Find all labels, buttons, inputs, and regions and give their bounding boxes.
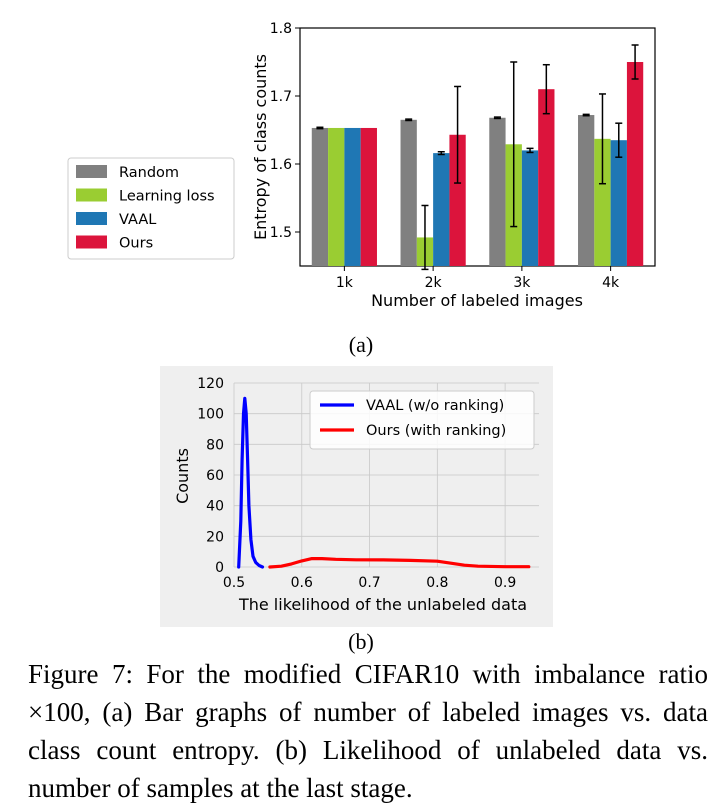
ytick-label-b-4: 80 (206, 437, 224, 453)
panel-a-bar-chart: 1.5 1.6 1.7 1.8 1k 2k 3k 4k Number of labeled … (67, 21, 656, 357)
xtick-label-b-4: 0.9 (494, 575, 516, 591)
plot-a-xlabel: Number of labeled images (371, 291, 583, 310)
legend-a-swatch-0 (76, 165, 107, 178)
panel-b-label: (b) (348, 629, 374, 654)
bar-2-1 (433, 153, 450, 266)
plot-a-legend: Random Learning loss VAAL Ours (67, 157, 235, 260)
xtick-label-a-3: 4k (602, 275, 620, 291)
ytick-label-b-0: 0 (215, 560, 224, 576)
plot-b-xlabel: The likelihood of the unlabeled data (238, 595, 527, 614)
ytick-label-a-3: 1.8 (270, 21, 292, 37)
bar-2-3 (610, 140, 627, 266)
legend-a-label-2: VAAL (119, 212, 156, 228)
ytick-label-b-5: 100 (197, 407, 224, 423)
panel-a-label: (a) (349, 332, 373, 357)
xtick-label-b-1: 0.6 (291, 575, 313, 591)
bar-2-2 (521, 150, 539, 266)
bar-0-0 (311, 127, 329, 267)
legend-a-swatch-3 (76, 235, 107, 249)
series-line-0 (237, 396, 265, 569)
bar-0-3 (578, 115, 595, 266)
bar-3-3 (626, 62, 644, 266)
bar-3-2 (538, 89, 555, 266)
legend-b-label-1: Ours (with ranking) (366, 423, 506, 439)
bar-1-0 (328, 127, 345, 267)
xtick-label-b-3: 0.8 (426, 575, 448, 591)
plot-b-y-axis: 0 20 40 60 80 100 120 (197, 376, 224, 576)
ytick-label-b-1: 20 (206, 529, 224, 545)
bar-3-0 (360, 127, 377, 267)
bar-1-3 (594, 138, 611, 266)
plot-a-error-bars (316, 44, 639, 271)
plot-b-legend: VAAL (w/o ranking) Ours (with ranking) (309, 390, 535, 450)
xtick-label-b-2: 0.7 (358, 575, 380, 591)
ytick-label-a-1: 1.6 (270, 157, 292, 173)
legend-a-label-1: Learning loss (119, 189, 215, 205)
legend-a-frame (67, 157, 235, 260)
legend-a-label-0: Random (119, 165, 179, 181)
ytick-label-a-0: 1.5 (270, 225, 292, 241)
legend-a-swatch-1 (76, 188, 107, 202)
bar-0-1 (400, 119, 417, 266)
legend-b-frame (309, 390, 535, 450)
plot-a-bars (311, 62, 644, 267)
figure-caption: Figure 7: For the modified CIFAR10 with … (28, 659, 708, 803)
ytick-label-b-2: 40 (206, 499, 224, 515)
legend-a-swatch-2 (76, 212, 107, 225)
ytick-label-b-6: 120 (197, 376, 224, 392)
plot-b-lines (237, 396, 531, 569)
legend-a-label-3: Ours (119, 236, 153, 252)
bar-0-2 (489, 117, 506, 266)
legend-b-label-0: VAAL (w/o ranking) (366, 398, 504, 414)
plot-a-x-axis: 1k 2k 3k 4k (336, 266, 620, 291)
ytick-label-a-2: 1.7 (270, 89, 292, 105)
panel-b-line-chart: 0 20 40 60 80 100 120 0.5 0.6 0.7 0.8 0.9 The like… (160, 366, 553, 654)
bar-3-1 (449, 134, 466, 266)
xtick-label-b-0: 0.5 (223, 575, 245, 591)
xtick-label-a-2: 3k (513, 275, 531, 291)
plot-a-y-axis: 1.5 1.6 1.7 1.8 (270, 21, 300, 241)
plot-a-ylabel: Entropy of class counts (251, 54, 270, 240)
ytick-label-b-3: 60 (206, 468, 224, 484)
xtick-label-a-1: 2k (425, 275, 443, 291)
bar-2-0 (344, 127, 361, 267)
plot-b-x-axis: 0.5 0.6 0.7 0.8 0.9 (223, 575, 516, 591)
xtick-label-a-0: 1k (336, 275, 354, 291)
plot-b-ylabel: Counts (173, 448, 192, 504)
series-line-1 (268, 556, 531, 569)
plot-a-frame (299, 27, 656, 267)
